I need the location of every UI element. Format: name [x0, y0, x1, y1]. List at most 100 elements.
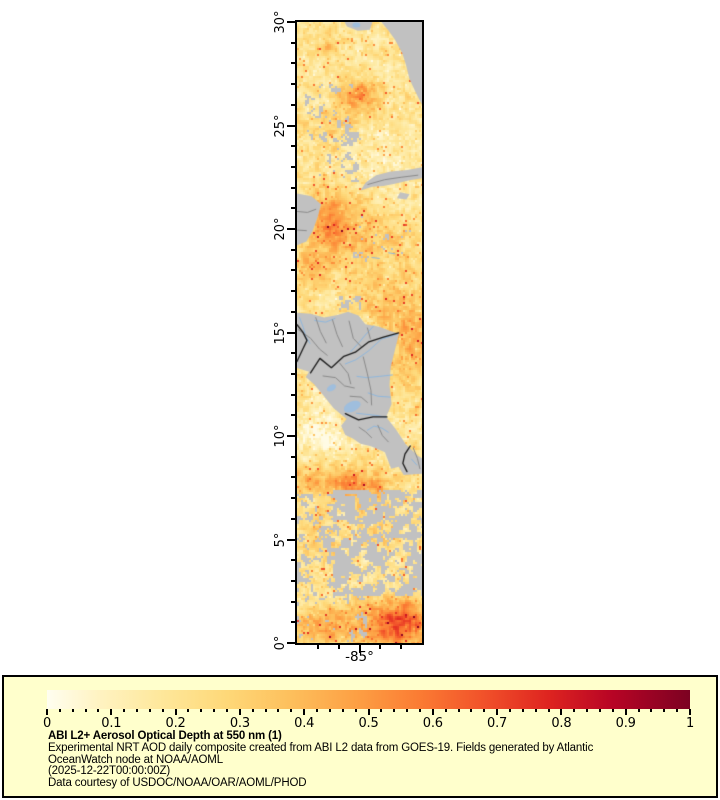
colorbar-minor-tick — [148, 709, 151, 712]
colorbar-minor-tick — [483, 709, 486, 712]
colorbar-major-tick — [46, 709, 48, 715]
colorbar-minor-tick — [406, 709, 409, 712]
colorbar-ticks — [46, 709, 691, 717]
colorbar-minor-tick — [380, 709, 383, 712]
colorbar-major-tick — [689, 709, 691, 715]
colorbar-minor-tick — [97, 709, 100, 712]
colorbar-major-tick — [431, 709, 434, 715]
axis-tick — [291, 145, 295, 148]
colorbar-major-tick — [303, 709, 306, 715]
latitude-tick-label: 20° — [273, 217, 288, 241]
colorbar-minor-tick — [534, 709, 537, 712]
axis-tick — [287, 642, 295, 644]
colorbar-minor-tick — [650, 709, 653, 712]
colorbar-minor-tick — [213, 709, 216, 712]
axis-tick — [291, 414, 295, 417]
colorbar-minor-tick — [663, 709, 666, 712]
colorbar-minor-tick — [598, 709, 601, 712]
colorbar-minor-tick — [508, 709, 511, 712]
axis-tick — [291, 207, 295, 210]
colorbar-major-tick — [110, 709, 113, 715]
colorbar-minor-tick — [58, 709, 61, 712]
colorbar-minor-tick — [84, 709, 87, 712]
axis-tick — [291, 579, 295, 582]
axis-tick — [287, 538, 295, 541]
caption-timestamp: (2025-12-22T00:00:00Z) — [48, 765, 170, 778]
colorbar-gradient — [47, 690, 690, 709]
caption-credit: Data courtesy of USDOC/NOAA/OAR/AOML/PHO… — [48, 777, 307, 790]
colorbar-major-tick — [560, 709, 563, 715]
axis-tick — [400, 645, 403, 649]
colorbar-tick-label: 0.9 — [615, 716, 636, 731]
axis-tick — [291, 559, 295, 562]
colorbar-major-tick — [367, 709, 370, 715]
colorbar-tick-label: 0.5 — [358, 716, 379, 731]
map-axes-frame — [295, 20, 424, 645]
axis-tick — [291, 186, 295, 189]
latitude-tick-label: 0° — [273, 635, 288, 651]
axis-tick — [291, 310, 295, 313]
axis-tick — [287, 435, 295, 437]
colorbar-minor-tick — [71, 709, 74, 712]
colorbar-minor-tick — [521, 709, 524, 712]
axis-tick — [291, 165, 295, 168]
axis-tick — [291, 41, 295, 44]
colorbar-minor-tick — [290, 709, 293, 712]
colorbar-minor-tick — [328, 709, 331, 712]
colorbar-minor-tick — [637, 709, 640, 712]
colorbar-tick-label: 0.4 — [294, 716, 315, 731]
axis-tick — [291, 517, 295, 520]
colorbar-tick-label: 0.6 — [422, 716, 443, 731]
longitude-tick-label: -85° — [345, 649, 374, 665]
colorbar-minor-tick — [444, 709, 447, 712]
colorbar-tick-label: 0.7 — [487, 716, 508, 731]
axis-tick — [316, 645, 319, 649]
axis-tick — [291, 83, 295, 86]
axis-tick — [291, 600, 295, 603]
axis-tick — [291, 290, 295, 293]
colorbar-major-tick — [238, 709, 241, 715]
colorbar-minor-tick — [264, 709, 267, 712]
axis-tick — [291, 269, 295, 272]
colorbar-minor-tick — [586, 709, 589, 712]
latitude-tick-label: 30° — [273, 10, 288, 34]
colorbar-minor-tick — [393, 709, 396, 712]
colorbar-minor-tick — [676, 709, 679, 712]
colorbar-tick-label: 1 — [685, 716, 695, 731]
colorbar-minor-tick — [187, 709, 190, 712]
axis-tick — [287, 21, 295, 23]
colorbar-minor-tick — [136, 709, 139, 712]
colorbar-minor-tick — [341, 709, 344, 712]
axis-tick — [291, 372, 295, 375]
colorbar-minor-tick — [161, 709, 164, 712]
axis-tick — [287, 124, 295, 127]
axis-tick — [291, 62, 295, 65]
figure-caption: ABI L2+ Aerosol Optical Depth at 550 nm … — [48, 730, 698, 790]
colorbar-minor-tick — [123, 709, 126, 712]
colorbar-minor-tick — [277, 709, 280, 712]
axis-tick — [287, 331, 295, 334]
axis-tick — [287, 228, 295, 230]
axis-tick — [291, 248, 295, 251]
axis-tick — [337, 645, 340, 649]
colorbar-minor-tick — [457, 709, 460, 712]
colorbar-tick-label: 0.3 — [229, 716, 250, 731]
colorbar-minor-tick — [611, 709, 614, 712]
axis-tick — [291, 352, 295, 355]
colorbar-tick-label: 0.8 — [551, 716, 572, 731]
colorbar-minor-tick — [547, 709, 550, 712]
colorbar-tick-label: 0 — [42, 716, 52, 731]
axis-tick — [291, 497, 295, 500]
axis-tick — [291, 476, 295, 479]
colorbar-tick-label: 0.2 — [165, 716, 186, 731]
caption-title: ABI L2+ Aerosol Optical Depth at 550 nm … — [48, 730, 282, 742]
aod-map-figure: 0° 5° 10° 15° 20° 25° 30° -85° — [273, 10, 424, 665]
latitude-tick-label: 15° — [273, 320, 288, 345]
axis-tick — [291, 103, 295, 106]
aod-raster-canvas — [297, 22, 422, 643]
colorbar-minor-tick — [470, 709, 473, 712]
colorbar-major-tick — [174, 709, 177, 715]
caption-source-line2: OceanWatch node at NOAA/AOML — [48, 753, 223, 766]
colorbar-minor-tick — [251, 709, 254, 712]
colorbar-major-tick — [624, 709, 627, 715]
